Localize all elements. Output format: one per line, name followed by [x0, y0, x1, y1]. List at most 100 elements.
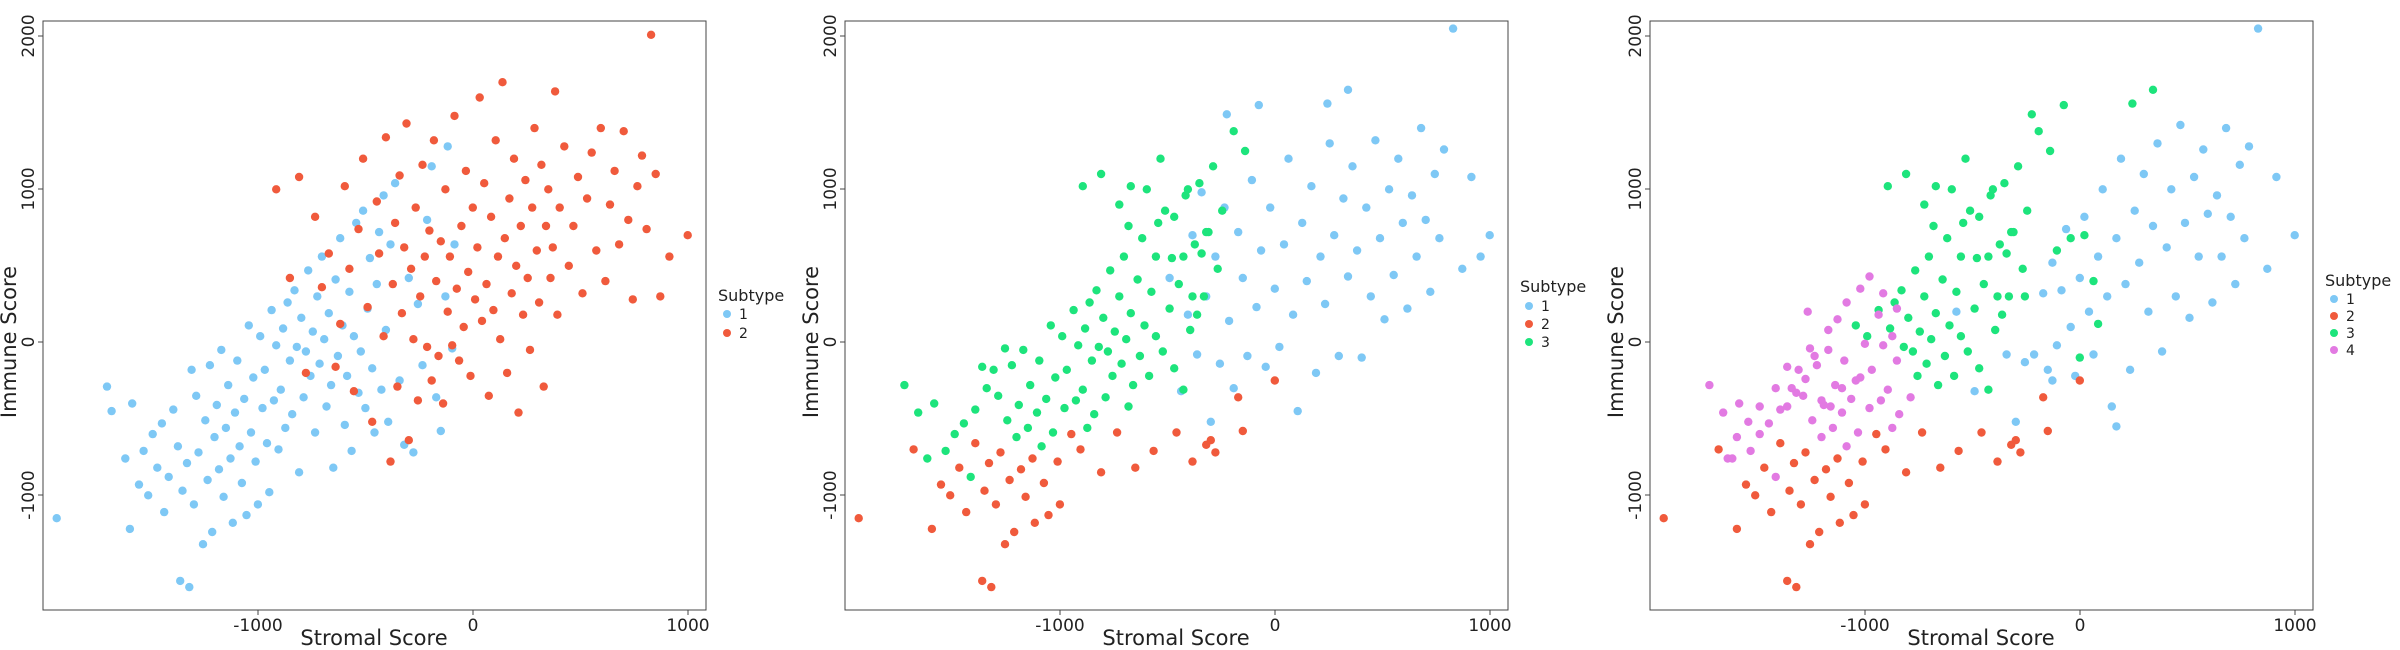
- data-point-subtype-2: [2043, 426, 2052, 436]
- data-point-subtype-1: [203, 475, 212, 485]
- legend-key-subtype-1: [1525, 302, 1533, 310]
- data-point-subtype-1: [276, 385, 285, 394]
- data-point-subtype-3: [1085, 298, 1094, 307]
- data-point-subtype-2: [336, 319, 345, 329]
- data-point-subtype-1: [340, 420, 349, 430]
- data-point-subtype-4: [1879, 341, 1888, 350]
- data-point-subtype-4: [1794, 365, 1803, 374]
- data-point-subtype-1: [322, 402, 331, 411]
- data-point-subtype-2: [507, 289, 516, 298]
- data-point-subtype-1: [336, 234, 345, 243]
- data-point-subtype-3: [1092, 286, 1101, 295]
- data-point-subtype-1: [1325, 139, 1334, 148]
- legend: Subtype 1 2: [718, 286, 784, 342]
- data-point-subtype-1: [210, 432, 219, 442]
- data-point-subtype-2: [633, 182, 642, 191]
- data-point-subtype-1: [121, 454, 130, 463]
- data-point-subtype-2: [1149, 446, 1158, 456]
- data-point-subtype-2: [1751, 491, 1760, 500]
- data-point-subtype-1: [432, 393, 441, 402]
- data-point-subtype-1: [2194, 252, 2203, 261]
- data-point-subtype-1: [290, 286, 299, 295]
- data-point-subtype-1: [2002, 350, 2011, 359]
- data-point-subtype-2: [619, 127, 628, 136]
- data-point-subtype-3: [1090, 410, 1099, 419]
- data-point-subtype-3: [2080, 231, 2089, 240]
- data-point-subtype-2: [409, 335, 418, 344]
- data-point-subtype-2: [272, 185, 281, 194]
- data-point-subtype-1: [1316, 252, 1325, 261]
- data-point-subtype-4: [1828, 423, 1838, 433]
- data-point-subtype-2: [1833, 454, 1842, 463]
- data-point-subtype-1: [128, 399, 137, 408]
- data-point-subtype-2: [2011, 436, 2021, 445]
- data-point-subtype-1: [2020, 358, 2030, 367]
- data-point-subtype-1: [230, 408, 240, 417]
- data-point-subtype-2: [418, 160, 427, 169]
- data-point-subtype-3: [1885, 324, 1895, 333]
- legend-key-subtype-2: [1525, 320, 1533, 328]
- data-point-subtype-1: [265, 488, 274, 497]
- data-point-subtype-2: [1112, 428, 1122, 437]
- data-point-subtype-2: [1659, 514, 1668, 523]
- data-point-subtype-3: [1170, 212, 1179, 221]
- data-point-subtype-3: [2027, 110, 2037, 119]
- data-point-subtype-1: [258, 403, 267, 413]
- data-point-subtype-3: [2004, 292, 2014, 301]
- data-point-subtype-1: [331, 275, 340, 284]
- data-point-subtype-3: [1135, 351, 1145, 361]
- data-point-subtype-1: [1302, 276, 1312, 286]
- data-point-subtype-3: [1179, 252, 1188, 261]
- data-point-subtype-1: [2066, 322, 2075, 332]
- data-point-subtype-4: [1792, 388, 1801, 397]
- data-point-subtype-1: [2180, 218, 2190, 228]
- data-point-subtype-1: [256, 332, 265, 341]
- data-point-subtype-2: [432, 276, 441, 286]
- data-point-subtype-1: [176, 576, 185, 586]
- data-point-subtype-1: [224, 380, 233, 390]
- data-point-subtype-3: [1924, 252, 1934, 261]
- data-point-subtype-1: [1394, 154, 1403, 163]
- data-point-subtype-2: [1815, 527, 1824, 537]
- data-point-subtype-2: [1901, 468, 1911, 477]
- data-point-subtype-4: [1783, 402, 1792, 411]
- data-point-subtype-3: [900, 380, 909, 390]
- data-point-subtype-2: [1030, 518, 1040, 527]
- data-point-subtype-1: [297, 313, 306, 322]
- data-point-subtype-3: [1167, 253, 1177, 263]
- data-point-subtype-1: [208, 527, 217, 537]
- data-point-subtype-2: [555, 203, 564, 212]
- data-point-subtype-4: [1892, 356, 1902, 365]
- data-point-subtype-1: [278, 324, 288, 333]
- data-point-subtype-2: [1785, 486, 1794, 495]
- data-point-subtype-2: [498, 78, 507, 87]
- data-point-subtype-1: [1357, 353, 1366, 362]
- data-point-subtype-2: [345, 264, 354, 273]
- data-point-subtype-2: [1872, 429, 1881, 439]
- data-point-subtype-4: [1865, 272, 1874, 281]
- x-axis-title: Stromal Score: [1102, 626, 1249, 650]
- data-point-subtype-1: [1952, 307, 1961, 316]
- data-point-subtype-1: [2057, 286, 2066, 295]
- data-point-subtype-2: [978, 576, 987, 586]
- data-point-subtype-1: [107, 406, 116, 416]
- data-point-subtype-4: [1735, 399, 1744, 408]
- x-tick-label: 0: [1270, 616, 1281, 636]
- y-tick-label: 2000: [1626, 14, 1646, 57]
- data-point-subtype-1: [356, 347, 365, 356]
- data-point-subtype-1: [1421, 215, 1430, 225]
- data-point-subtype-2: [420, 252, 429, 261]
- data-point-subtype-2: [927, 524, 937, 534]
- data-point-subtype-3: [1019, 345, 1028, 355]
- data-point-subtype-2: [1021, 492, 1030, 501]
- legend-key-subtype-1: [723, 310, 731, 318]
- data-point-subtype-2: [489, 305, 498, 315]
- data-point-subtype-2: [388, 279, 397, 289]
- data-point-subtype-3: [1106, 266, 1115, 275]
- data-point-subtype-1: [1197, 188, 1206, 197]
- data-point-subtype-4: [1817, 432, 1826, 442]
- data-point-subtype-2: [2075, 376, 2084, 385]
- data-point-subtype-4: [1783, 362, 1792, 371]
- data-point-subtype-1: [160, 507, 169, 517]
